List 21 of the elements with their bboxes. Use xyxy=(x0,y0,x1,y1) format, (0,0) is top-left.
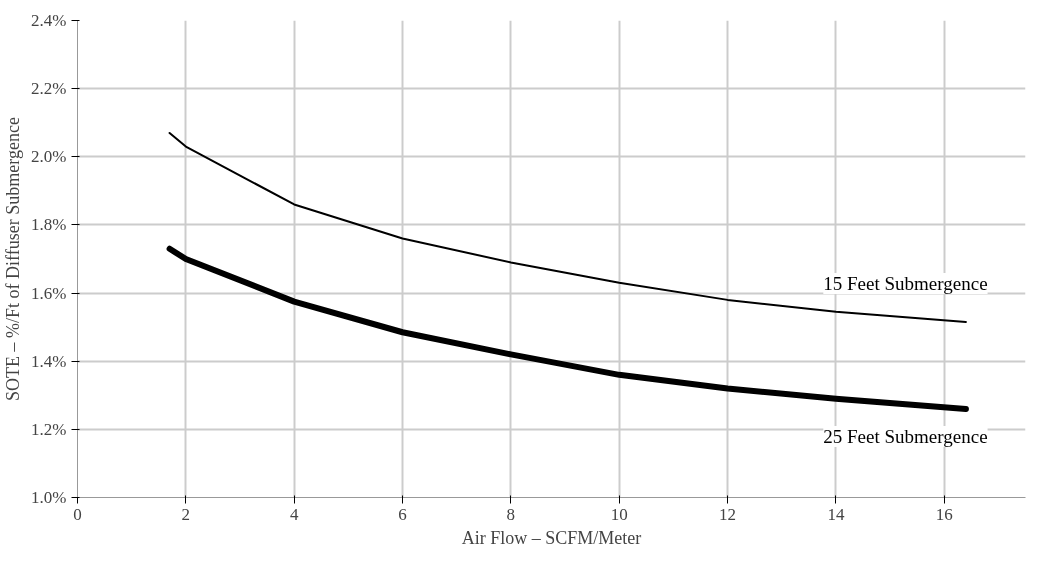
x-tick-label: 0 xyxy=(73,504,82,524)
y-tick-label: 1.0% xyxy=(31,488,67,507)
x-tick-label: 2 xyxy=(181,504,191,524)
x-tick-label: 16 xyxy=(935,504,953,524)
y-tick-label: 1.2% xyxy=(31,419,67,439)
y-tick-label: 2.4% xyxy=(31,11,67,30)
x-tick-label: 14 xyxy=(827,504,845,524)
y-axis-title: SOTE – %/Ft of Diffuser Submergence xyxy=(3,117,24,401)
x-tick-label: 4 xyxy=(289,504,299,524)
x-tick-label: 6 xyxy=(398,504,407,524)
y-tick-label: 1.8% xyxy=(31,215,67,235)
y-tick-label: 1.4% xyxy=(31,351,67,371)
y-tick-label: 2.0% xyxy=(31,147,67,167)
y-tick-label: 2.2% xyxy=(31,79,67,99)
x-tick-label: 12 xyxy=(719,504,737,524)
x-axis-title: Air Flow – SCFM/Meter xyxy=(461,527,642,548)
y-tick-label: 1.6% xyxy=(31,283,67,303)
x-tick-label: 10 xyxy=(610,504,628,524)
series-label: 25 Feet Submergence xyxy=(823,425,988,447)
x-tick-label: 8 xyxy=(506,504,516,524)
series-label: 15 Feet Submergence xyxy=(823,273,988,295)
